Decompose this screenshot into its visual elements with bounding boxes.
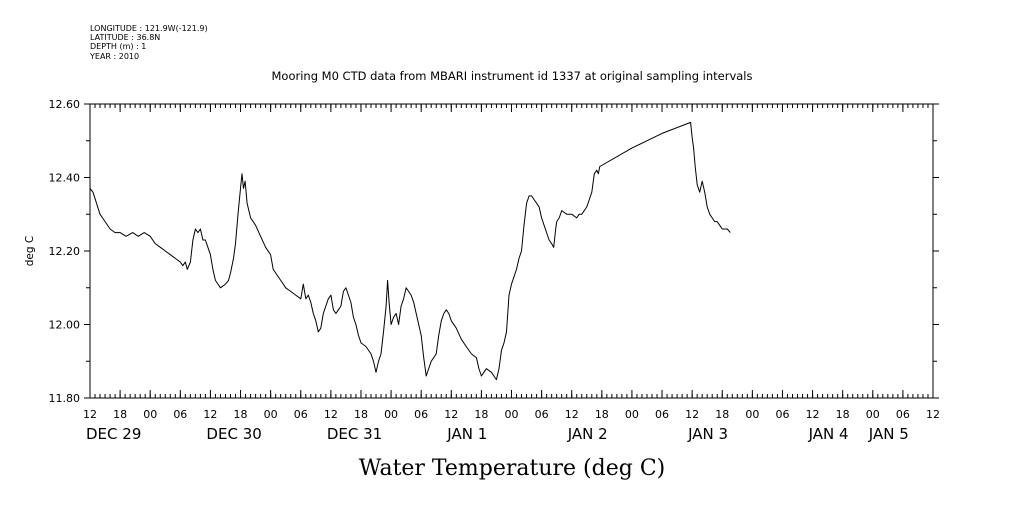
x-day-label: JAN 5	[868, 425, 909, 443]
x-tick-label: 06	[294, 408, 308, 421]
x-tick-label: 18	[715, 408, 729, 421]
x-tick-label: 00	[866, 408, 880, 421]
x-tick-label: 18	[113, 408, 127, 421]
labels-layer: 12 18 00 06 12 18 00 06 12 18 00 06 12 18 00 06 12 18 00 06…	[49, 98, 941, 443]
x-tick-label: 00	[625, 408, 639, 421]
x-day-label: DEC 30	[206, 425, 261, 443]
x-tick-label: 00	[745, 408, 759, 421]
series-layer	[89, 121, 731, 381]
y-tick-label: 11.80	[49, 392, 81, 405]
x-tick-label: 12	[685, 408, 699, 421]
x-tick-label: 00	[264, 408, 278, 421]
x-tick-label: 06	[414, 408, 428, 421]
x-axis-label: Water Temperature (deg C)	[359, 456, 666, 481]
y-tick-label: 12.20	[49, 245, 81, 258]
chart-title: Mooring M0 CTD data from MBARI instrumen…	[272, 69, 753, 83]
x-tick-label: 12	[324, 408, 338, 421]
longitude-label: LONGITUDE : 121.9W(-121.9)	[90, 24, 208, 33]
x-tick-label: 18	[595, 408, 609, 421]
x-day-label: JAN 1	[446, 425, 487, 443]
year-label: YEAR : 2010	[89, 52, 139, 61]
y-tick-label: 12.40	[49, 172, 81, 185]
x-tick-label: 00	[384, 408, 398, 421]
x-tick-label: 18	[234, 408, 248, 421]
x-tick-label: 12	[926, 408, 940, 421]
x-tick-label: 12	[565, 408, 579, 421]
x-tick-label: 06	[896, 408, 910, 421]
y-tick-label: 12.00	[49, 319, 81, 332]
y-axis-label: deg C	[24, 236, 36, 266]
x-tick-label: 18	[354, 408, 368, 421]
x-tick-label: 12	[444, 408, 458, 421]
x-tick-label: 18	[474, 408, 488, 421]
x-day-label: JAN 2	[567, 425, 608, 443]
x-tick-label: 12	[83, 408, 97, 421]
y-tick-label: 12.60	[49, 98, 81, 111]
x-tick-label: 06	[775, 408, 789, 421]
x-tick-label: 06	[535, 408, 549, 421]
x-day-label: JAN 4	[808, 425, 849, 443]
x-tick-label: 00	[505, 408, 519, 421]
latitude-label: LATITUDE : 36.8N	[90, 33, 160, 42]
plot-frame	[89, 103, 934, 399]
x-tick-label: 00	[143, 408, 157, 421]
x-tick-label: 12	[203, 408, 217, 421]
ticks-layer	[84, 103, 939, 399]
x-tick-label: 18	[836, 408, 850, 421]
x-day-label: DEC 29	[86, 425, 141, 443]
depth-label: DEPTH (m) : 1	[90, 42, 146, 51]
x-tick-label: 06	[173, 408, 187, 421]
x-tick-label: 06	[655, 408, 669, 421]
x-day-label: DEC 31	[327, 425, 382, 443]
temperature-series-line	[89, 121, 731, 381]
x-tick-label: 12	[806, 408, 820, 421]
x-day-label: JAN 3	[687, 425, 728, 443]
